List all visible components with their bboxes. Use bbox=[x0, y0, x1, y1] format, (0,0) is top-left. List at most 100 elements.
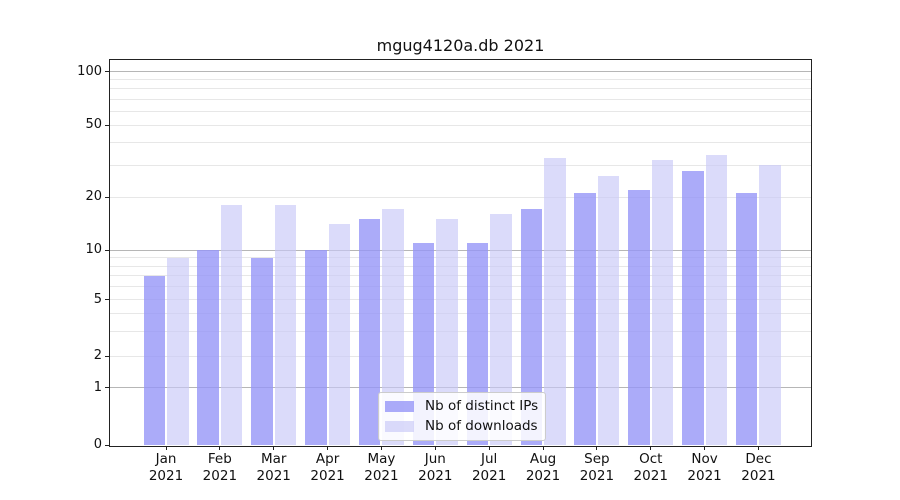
gridline-minor-30 bbox=[110, 164, 811, 166]
bar-downloads-may bbox=[382, 209, 404, 445]
x-tick-label-dec: Dec 2021 bbox=[728, 451, 788, 485]
y-tick-100 bbox=[105, 71, 109, 73]
x-tick-year-nov: 2021 bbox=[687, 468, 722, 484]
x-tick-month-aug: Aug bbox=[529, 451, 557, 467]
gridline-minor-50 bbox=[110, 124, 811, 126]
x-tick-label-nov: Nov 2021 bbox=[675, 451, 735, 485]
x-tick-dec bbox=[757, 446, 759, 450]
bar-distinct-ips-jan bbox=[143, 275, 165, 445]
x-tick-month-jan: Jan bbox=[155, 451, 177, 467]
x-tick-aug bbox=[542, 446, 544, 450]
gridline-minor-5 bbox=[110, 299, 811, 300]
x-tick-month-jun: Jun bbox=[424, 451, 446, 467]
legend-label-distinct-ips: Nb of distinct IPs bbox=[425, 398, 539, 414]
gridline-minor-80 bbox=[110, 88, 811, 90]
bar-downloads-oct bbox=[651, 160, 674, 445]
x-tick-mar bbox=[273, 446, 275, 450]
x-tick-label-may: May 2021 bbox=[351, 451, 411, 485]
legend-item-distinct-ips: Nb of distinct IPs bbox=[385, 398, 538, 415]
bar-distinct-ips-aug bbox=[520, 209, 543, 445]
y-tick-label-10: 10 bbox=[85, 242, 102, 258]
gridline-minor-7 bbox=[110, 275, 811, 277]
x-tick-label-oct: Oct 2021 bbox=[621, 451, 681, 485]
gridline-minor-8 bbox=[110, 265, 811, 267]
x-tick-label-jun: Jun 2021 bbox=[405, 451, 465, 485]
x-tick-jun bbox=[434, 446, 436, 450]
bar-downloads-apr bbox=[328, 224, 351, 445]
gridline-major-1 bbox=[110, 387, 811, 389]
bar-distinct-ips-sep bbox=[574, 193, 596, 445]
y-tick-label-50: 50 bbox=[85, 117, 102, 133]
bar-downloads-dec bbox=[759, 165, 781, 445]
x-tick-month-jul: Jul bbox=[481, 451, 498, 467]
x-tick-label-jan: Jan 2021 bbox=[136, 451, 196, 485]
gridline-major-10 bbox=[110, 249, 811, 251]
y-tick-label-2: 2 bbox=[93, 348, 102, 364]
gridline-minor-4 bbox=[110, 312, 811, 314]
gridline-major-100 bbox=[110, 71, 811, 73]
x-tick-year-may: 2021 bbox=[364, 468, 399, 484]
x-tick-label-aug: Aug 2021 bbox=[513, 451, 573, 485]
legend-swatch-distinct-ips bbox=[385, 401, 414, 412]
x-tick-label-apr: Apr 2021 bbox=[298, 451, 358, 485]
x-tick-label-sep: Sep 2021 bbox=[567, 451, 627, 485]
plot-area bbox=[109, 59, 812, 447]
legend-item-downloads: Nb of downloads bbox=[385, 418, 538, 435]
x-tick-sep bbox=[596, 446, 598, 450]
y-tick-20 bbox=[105, 196, 109, 198]
x-tick-month-nov: Nov bbox=[691, 451, 718, 467]
bar-downloads-feb bbox=[220, 205, 243, 445]
x-tick-month-mar: Mar bbox=[260, 451, 287, 467]
y-tick-50 bbox=[105, 124, 109, 126]
chart-title: mgug4120a.db 2021 bbox=[376, 36, 545, 55]
y-tick-1 bbox=[105, 387, 109, 389]
x-tick-year-dec: 2021 bbox=[741, 468, 776, 484]
x-tick-year-oct: 2021 bbox=[633, 468, 668, 484]
bar-downloads-nov bbox=[705, 155, 728, 445]
x-tick-label-mar: Mar 2021 bbox=[244, 451, 304, 485]
x-tick-may bbox=[380, 446, 382, 450]
x-tick-year-sep: 2021 bbox=[579, 468, 615, 484]
y-tick-0 bbox=[105, 444, 109, 446]
bar-downloads-jan bbox=[167, 257, 189, 445]
gridline-minor-3 bbox=[110, 330, 811, 332]
y-tick-label-20: 20 bbox=[85, 189, 102, 204]
gridline-minor-90 bbox=[110, 79, 811, 81]
x-tick-oct bbox=[650, 446, 652, 450]
bar-distinct-ips-oct bbox=[628, 189, 650, 445]
bar-downloads-sep bbox=[597, 176, 620, 445]
bar-downloads-jun bbox=[436, 219, 458, 445]
y-tick-label-1: 1 bbox=[93, 379, 102, 395]
y-tick-label-100: 100 bbox=[77, 63, 102, 79]
y-tick-5 bbox=[105, 299, 109, 300]
x-tick-year-mar: 2021 bbox=[256, 468, 291, 484]
bar-distinct-ips-mar bbox=[251, 257, 273, 445]
x-tick-label-jul: Jul 2021 bbox=[459, 451, 519, 485]
gridline-minor-9 bbox=[110, 257, 811, 259]
y-tick-label-5: 5 bbox=[93, 291, 102, 307]
x-tick-label-feb: Feb 2021 bbox=[190, 451, 250, 485]
x-tick-jul bbox=[488, 446, 490, 450]
bar-distinct-ips-may bbox=[358, 219, 381, 445]
x-tick-month-feb: Feb bbox=[207, 451, 232, 467]
legend: Nb of distinct IPs Nb of downloads bbox=[378, 392, 546, 441]
bar-downloads-jul bbox=[490, 214, 512, 445]
x-tick-feb bbox=[219, 446, 221, 450]
bar-distinct-ips-dec bbox=[735, 193, 758, 445]
x-tick-jan bbox=[165, 446, 167, 450]
legend-swatch-downloads bbox=[385, 421, 414, 432]
bar-distinct-ips-feb bbox=[197, 250, 219, 445]
y-tick-label-0: 0 bbox=[93, 437, 102, 452]
gridline-minor-70 bbox=[110, 98, 811, 100]
x-tick-year-jul: 2021 bbox=[471, 468, 507, 484]
x-tick-month-sep: Sep bbox=[584, 451, 610, 467]
gridline-minor-6 bbox=[110, 286, 811, 288]
x-tick-apr bbox=[327, 446, 329, 450]
x-tick-year-jan: 2021 bbox=[148, 468, 184, 484]
gridline-minor-20 bbox=[110, 196, 811, 198]
y-tick-2 bbox=[105, 355, 109, 357]
bar-downloads-aug bbox=[544, 157, 566, 445]
bar-distinct-ips-apr bbox=[305, 250, 327, 445]
x-tick-month-apr: Apr bbox=[315, 451, 340, 467]
